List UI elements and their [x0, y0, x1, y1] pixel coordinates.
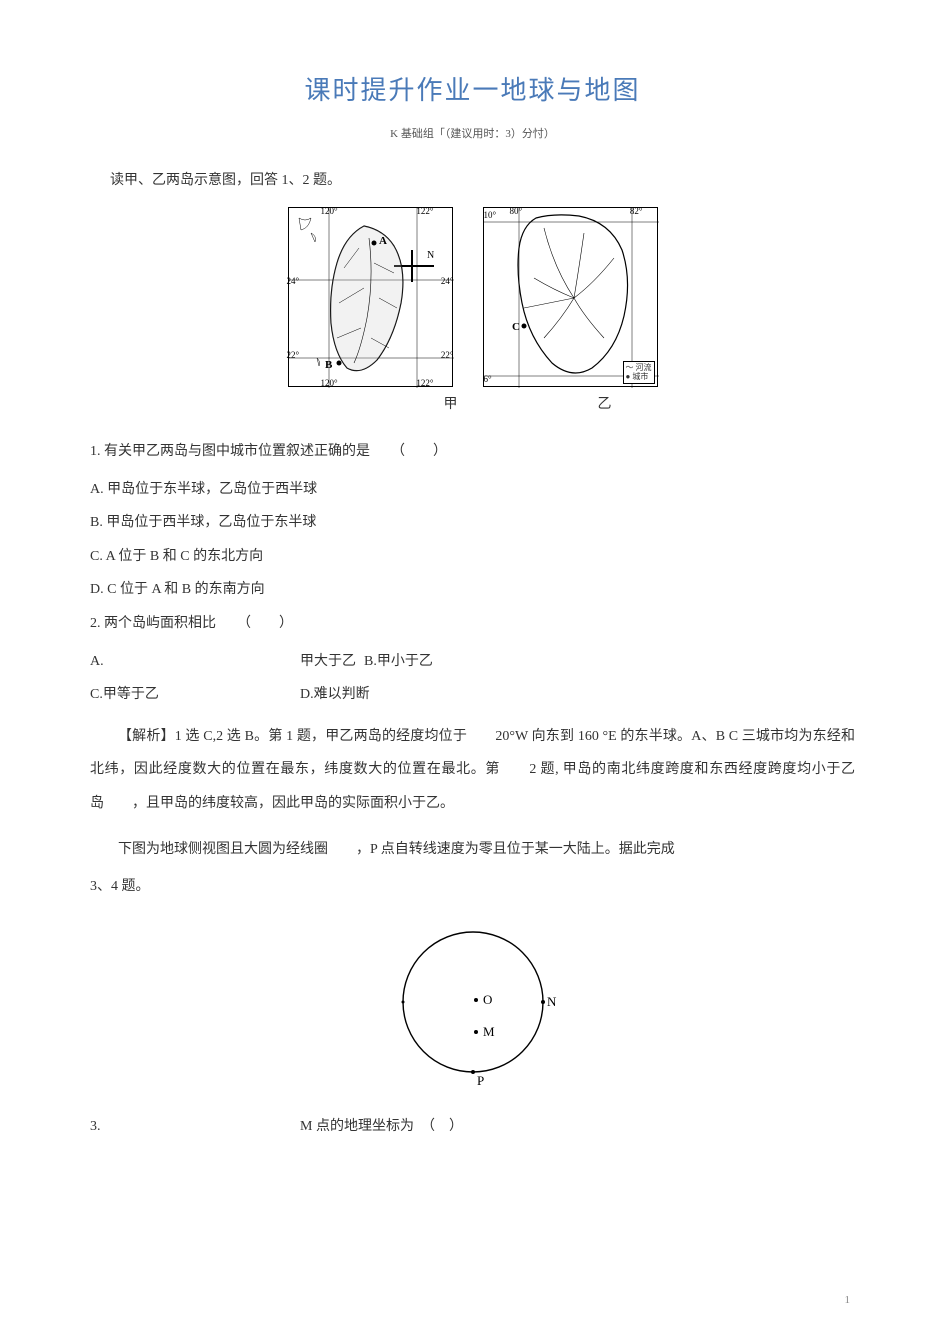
page-title: 课时提升作业一地球与地图	[90, 70, 855, 107]
intro-2b: 3、4 题。	[90, 870, 855, 904]
q1-opt-a: A. 甲岛位于东半球，乙岛位于西半球	[90, 473, 855, 507]
legend-box: ～ 河流 ● 城市	[623, 361, 655, 384]
legend-river: 河流	[636, 363, 652, 372]
page-number: 1	[845, 1294, 851, 1306]
q3-row: 3. M 点的地理坐标为 （ ）	[90, 1110, 855, 1144]
intro-2: 下图为地球侧视图且大圆为经线圈 ，P 点自转线速度为零且位于某一大陆上。据此完成	[90, 833, 855, 867]
point-p: P	[477, 1073, 484, 1088]
q2-row1: A. 甲大于乙 B.甲小于乙	[90, 645, 855, 679]
fig-b-label: 乙	[598, 393, 612, 413]
q2-opt-a: 甲大于乙	[300, 645, 356, 679]
q1-opt-c: C. A 位于 B 和 C 的东北方向	[90, 540, 855, 574]
figure-a-taiwan: 120° 122° 24° 24° 22° 22° 120° 122° N A …	[288, 207, 453, 387]
map-taiwan-icon: N A B	[289, 208, 454, 388]
fig-a-label: 甲	[444, 393, 458, 413]
point-n: N	[547, 994, 557, 1009]
explanation-1: 【解析】1 选 C,2 选 B。第 1 题，甲乙两岛的经度均位于 20°W 向东…	[90, 720, 855, 821]
point-o: O	[483, 992, 492, 1007]
page-subtitle: K 基础组「（建议用时：3）分忖）	[90, 125, 855, 141]
globe-circle-icon: O N M P	[383, 920, 563, 1090]
q2-opt-b: B.甲小于乙	[364, 645, 433, 679]
intro-text: 读甲、乙两岛示意图，回答 1、2 题。	[90, 169, 855, 189]
svg-text:A: A	[379, 235, 387, 247]
q3-stem: M 点的地理坐标为 （ ）	[300, 1110, 463, 1144]
q1-stem: 1. 有关甲乙两岛与图中城市位置叙述正确的是 （ ）	[90, 435, 855, 469]
q2-row2: C.甲等于乙 D.难以判断	[90, 678, 855, 712]
q2-stem: 2. 两个岛屿面积相比 （ ）	[90, 607, 855, 641]
q2-opt-d: D.难以判断	[300, 678, 370, 712]
q1-opt-d: D. C 位于 A 和 B 的东南方向	[90, 573, 855, 607]
q2-opt-c: C.甲等于乙	[90, 678, 300, 712]
figure-labels: 甲 乙	[90, 393, 855, 413]
legend-city: 城市	[632, 372, 648, 381]
figure-b-srilanka: 80° 82° 10° 6° C ～ 河流 ● 城市	[483, 207, 658, 387]
circle-figure: O N M P	[90, 920, 855, 1090]
q1-opt-b: B. 甲岛位于西半球，乙岛位于东半球	[90, 506, 855, 540]
point-m: M	[483, 1024, 495, 1039]
figure-row: 120° 122° 24° 24° 22° 22° 120° 122° N A …	[90, 207, 855, 387]
q2-opt-a-label: A.	[90, 645, 300, 679]
svg-text:B: B	[325, 359, 333, 371]
svg-text:N: N	[427, 250, 434, 261]
svg-text:C: C	[512, 321, 520, 333]
q3-num: 3.	[90, 1110, 300, 1144]
